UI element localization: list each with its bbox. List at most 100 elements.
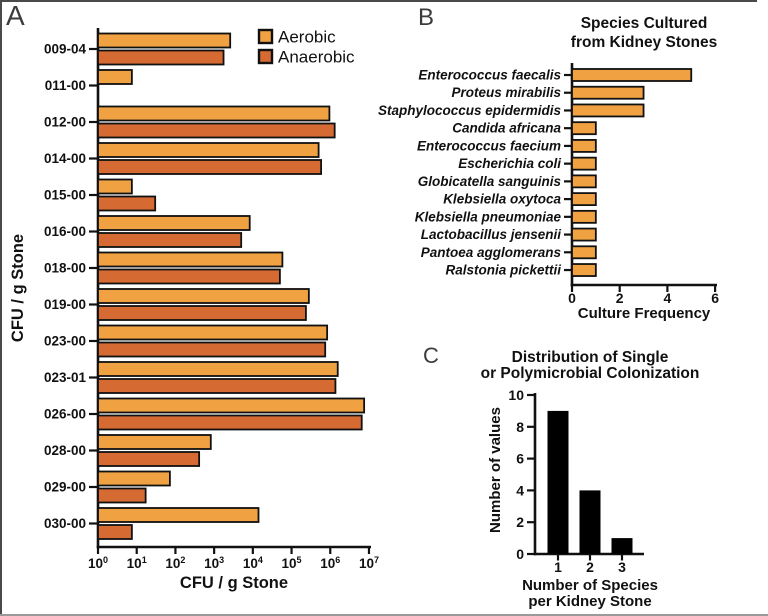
b-x-tick-label: 4 (664, 290, 672, 306)
a-row-label-026-00: 026-00 (44, 407, 86, 422)
a-bar-anaerobic-029-00 (97, 487, 147, 504)
c-y-tick-label: 10 (508, 387, 524, 403)
b-bar (571, 263, 597, 277)
a-bar-anaerobic-018-00 (97, 268, 281, 285)
a-bar-aerobic-029-00 (97, 470, 171, 487)
a-row-label-016-00: 016-00 (44, 224, 86, 239)
a-row-label-014-00: 014-00 (44, 151, 86, 166)
a-bar-anaerobic-016-00 (97, 232, 243, 248)
b-species-label: Escherichia coli (458, 156, 561, 171)
a-row-label-018-00: 018-00 (44, 261, 86, 276)
b-bar (571, 85, 645, 100)
a-bar-anaerobic-023-01 (97, 378, 337, 394)
b-species-label: Candida africana (452, 121, 561, 136)
a-bar-anaerobic-026-00 (97, 414, 363, 431)
a-bar-aerobic-026-00 (97, 397, 366, 414)
c-bar-3 (611, 538, 633, 554)
a-bar-aerobic-030-00 (97, 507, 260, 523)
b-species-label: Proteus mirabilis (451, 85, 561, 100)
a-x-tick-label: 106 (320, 555, 340, 571)
a-row-label-030-00: 030-00 (44, 516, 86, 531)
a-bar-anaerobic-028-00 (97, 451, 201, 467)
frame-top-border (0, 0, 757, 2)
b-bar (571, 245, 597, 260)
a-row-label-012-00: 012-00 (44, 115, 86, 130)
panel-c-title-line2: or Polymicrobial Colonization (481, 365, 700, 382)
panel-c-x-axis-label-line1: Number of Species (522, 577, 658, 594)
b-bar (571, 174, 597, 189)
b-species-label: Staphylococcus epidermidis (378, 103, 562, 118)
panel-a-y-axis-label: CFU / g Stone (9, 234, 27, 342)
a-bar-anaerobic-015-00 (97, 195, 157, 212)
a-bar-aerobic-011-00 (97, 69, 133, 85)
b-x-tick-label: 2 (616, 290, 624, 306)
a-bar-anaerobic-030-00 (97, 524, 133, 540)
a-x-tick-label: 105 (282, 555, 302, 571)
b-species-label: Globicatella sanguinis (418, 174, 562, 189)
a-bar-aerobic-019-00 (97, 288, 310, 304)
c-y-tick-label: 8 (516, 419, 524, 435)
b-species-label: Klebsiella oxytoca (443, 192, 561, 207)
b-bar (571, 209, 597, 224)
a-x-tick-label: 104 (243, 555, 263, 571)
a-row-label-023-00: 023-00 (44, 334, 86, 349)
b-bar (571, 68, 693, 82)
a-bar-aerobic-012-00 (97, 105, 331, 122)
a-row-label-029-00: 029-00 (44, 480, 86, 495)
b-species-label: Lactobacillus jensenii (421, 227, 562, 242)
a-bar-aerobic-015-00 (97, 178, 133, 195)
a-row-label-028-00: 028-00 (44, 443, 86, 458)
a-row-label-019-00: 019-00 (44, 297, 86, 312)
a-x-tick-label: 107 (359, 555, 379, 571)
a-bar-anaerobic-019-00 (97, 305, 307, 321)
a-bar-aerobic-023-01 (97, 361, 339, 377)
c-y-tick-label: 2 (516, 514, 524, 530)
panel-b-plot: 0 2 4 6 Enterococcus faecalis Proteus mirabil… (378, 63, 719, 306)
panel-a-label: A (6, 0, 25, 31)
b-bar (571, 121, 597, 136)
c-y-tick-label: 0 (516, 546, 524, 562)
b-bar (571, 192, 597, 207)
b-bar (571, 227, 597, 242)
b-bar (571, 103, 645, 118)
a-bar-anaerobic-014-00 (97, 159, 323, 175)
a-x-tick-label: 103 (204, 555, 224, 571)
b-species-label: Klebsiella pneumoniae (415, 209, 562, 224)
a-row-label-023-01: 023-01 (44, 370, 87, 385)
panel-c-label: C (423, 343, 439, 368)
b-species-label: Enterococcus faecium (417, 138, 561, 153)
panel-b-title-line1: Species Cultured (581, 15, 708, 32)
c-x-tick-label: 1 (554, 559, 562, 575)
panel-b-label: B (418, 4, 434, 31)
a-row-label-015-00: 015-00 (44, 188, 86, 203)
c-y-tick-label: 4 (516, 482, 524, 498)
a-x-tick-label: 101 (127, 555, 147, 571)
b-x-tick-label: 6 (711, 290, 719, 306)
c-bar-1 (547, 410, 569, 554)
a-bar-aerobic-028-00 (97, 434, 212, 450)
legend-label-aerobic: Aerobic (278, 28, 336, 47)
b-species-label: Pantoea agglomerans (421, 245, 562, 260)
a-bar-anaerobic-023-00 (97, 341, 327, 358)
a-x-tick-label: 100 (88, 555, 108, 571)
b-species-label: Enterococcus faecalis (418, 68, 561, 83)
a-bar-aerobic-016-00 (97, 215, 251, 231)
c-x-tick-label: 3 (618, 559, 626, 575)
panel-c-x-axis-label-line2: per Kidney Stone (528, 593, 651, 610)
a-bar-aerobic-018-00 (97, 251, 284, 268)
frame-bottom-border (0, 614, 768, 616)
b-species-label: Ralstonia pickettii (445, 263, 561, 278)
c-x-tick-label: 2 (586, 559, 594, 575)
b-x-tick-label: 0 (568, 290, 576, 306)
a-bar-aerobic-014-00 (97, 142, 320, 158)
a-row-label-009-04: 009-04 (44, 42, 87, 57)
panel-b-x-axis-label: Culture Frequency (578, 305, 711, 322)
legend-swatch-anaerobic-icon (257, 48, 274, 65)
legend-swatch-aerobic-icon (257, 28, 274, 45)
a-bar-aerobic-009-04 (97, 32, 232, 49)
a-bar-anaerobic-009-04 (97, 49, 225, 66)
c-y-tick-label: 6 (516, 451, 524, 467)
